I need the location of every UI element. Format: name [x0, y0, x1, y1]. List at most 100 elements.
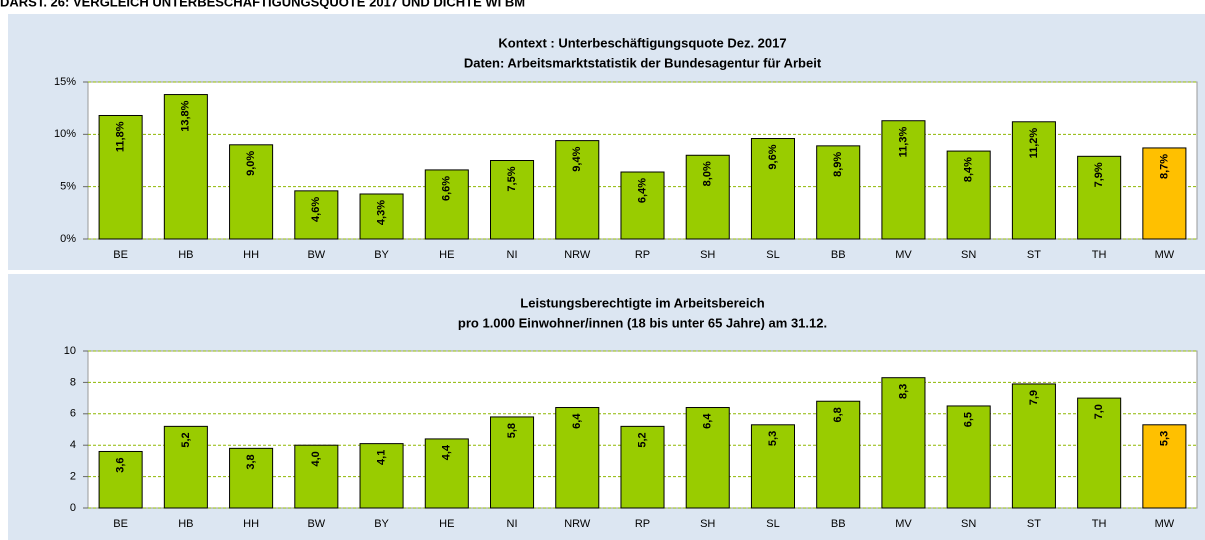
value-label: 5,3 — [767, 431, 779, 446]
bar — [946, 150, 991, 240]
bar — [881, 120, 926, 240]
x-tick-label: TH — [1092, 518, 1107, 530]
value-label: 8,4% — [963, 157, 975, 182]
value-label: 7,9% — [1093, 162, 1105, 187]
value-label: 7,9 — [1028, 390, 1040, 405]
y-tick-label: 10% — [54, 128, 76, 140]
value-label: 4,1 — [375, 450, 387, 465]
x-tick-label: MW — [1155, 249, 1175, 261]
value-label: 8,0% — [702, 161, 714, 186]
x-tick-label: BW — [307, 249, 325, 261]
bar — [620, 171, 665, 240]
bar — [490, 416, 535, 509]
x-tick-label: BB — [831, 518, 846, 530]
x-tick-label: MW — [1155, 518, 1175, 530]
x-tick-label: BB — [831, 249, 846, 261]
x-tick-label: HH — [243, 249, 259, 261]
value-label: 9,4% — [571, 146, 583, 171]
value-label: 7,0 — [1093, 404, 1105, 419]
value-label: 11,8% — [115, 121, 127, 152]
x-tick-label: RP — [635, 518, 650, 530]
chart-subtitle: pro 1.000 Einwohner/innen (18 bis unter … — [458, 315, 827, 330]
bar — [98, 450, 143, 509]
x-tick-label: SH — [700, 518, 715, 530]
bar — [1142, 147, 1187, 240]
value-label: 9,0% — [245, 151, 257, 176]
bar — [98, 114, 143, 240]
value-label: 5,2 — [180, 432, 192, 447]
x-tick-label: ST — [1027, 249, 1041, 261]
y-tick-label: 6 — [70, 408, 76, 420]
value-label: 11,2% — [1028, 128, 1040, 159]
bar — [1011, 383, 1056, 509]
chart-subtitle: Daten: Arbeitsmarktstatistik der Bundesa… — [464, 55, 822, 70]
y-tick-label: 4 — [70, 439, 76, 451]
bar — [555, 140, 600, 240]
bar — [163, 94, 208, 240]
x-tick-label: HB — [178, 249, 193, 261]
value-label: 11,3% — [897, 127, 909, 158]
y-tick-label: 10 — [64, 345, 76, 357]
value-label: 5,2 — [636, 432, 648, 447]
x-tick-label: BE — [113, 249, 128, 261]
value-label: 5,3 — [1158, 431, 1170, 446]
y-tick-label: 5% — [60, 181, 76, 193]
x-tick-label: BE — [113, 518, 128, 530]
value-label: 8,7% — [1158, 154, 1170, 179]
x-tick-label: BY — [374, 518, 389, 530]
bar — [294, 190, 339, 240]
value-label: 3,8 — [245, 454, 257, 469]
value-label: 13,8% — [180, 100, 192, 131]
bar — [1011, 121, 1056, 240]
x-tick-label: SL — [766, 249, 779, 261]
value-label: 6,6% — [441, 176, 453, 201]
x-tick-label: NI — [507, 518, 518, 530]
value-label: 5,8 — [506, 423, 518, 438]
x-tick-label: TH — [1092, 249, 1107, 261]
x-tick-label: NI — [507, 249, 518, 261]
bar — [229, 447, 274, 509]
bar — [685, 154, 730, 240]
bar — [816, 145, 861, 240]
y-tick-label: 2 — [70, 471, 76, 483]
bar — [620, 425, 665, 509]
x-tick-label: HB — [178, 518, 193, 530]
bar — [750, 424, 795, 509]
bar — [424, 438, 469, 509]
y-tick-label: 0 — [70, 502, 76, 514]
value-label: 6,4 — [571, 413, 583, 429]
chart-title: Leistungsberechtigte im Arbeitsbereich — [520, 295, 764, 310]
value-label: 6,8 — [832, 407, 844, 422]
bar — [816, 400, 861, 509]
value-label: 4,4 — [441, 444, 453, 460]
bar — [1077, 397, 1122, 509]
x-tick-label: RP — [635, 249, 650, 261]
value-label: 7,5% — [506, 166, 518, 191]
x-tick-label: MV — [895, 518, 912, 530]
value-label: 3,6 — [115, 457, 127, 472]
y-tick-label: 0% — [60, 233, 76, 245]
heading: DARST. 26: VERGLEICH UNTERBESCHÄFTIGUNGS… — [0, 0, 525, 9]
x-tick-label: NRW — [564, 249, 591, 261]
x-tick-label: HH — [243, 518, 259, 530]
x-tick-label: ST — [1027, 518, 1041, 530]
value-label: 4,0 — [310, 451, 322, 466]
value-label: 8,9% — [832, 152, 844, 177]
bar — [1142, 424, 1187, 509]
x-tick-label: MV — [895, 249, 912, 261]
bar — [294, 444, 339, 509]
bar — [359, 193, 404, 240]
bar — [229, 144, 274, 240]
y-tick-label: 8 — [70, 376, 76, 388]
x-tick-label: SN — [961, 518, 976, 530]
y-tick-label: 15% — [54, 76, 76, 88]
bar — [555, 407, 600, 509]
value-label: 9,6% — [767, 144, 779, 169]
x-tick-label: BY — [374, 249, 389, 261]
bar — [359, 443, 404, 509]
bar — [490, 160, 535, 240]
value-label: 8,3 — [897, 384, 909, 399]
bar — [750, 138, 795, 240]
x-tick-label: NRW — [564, 518, 591, 530]
